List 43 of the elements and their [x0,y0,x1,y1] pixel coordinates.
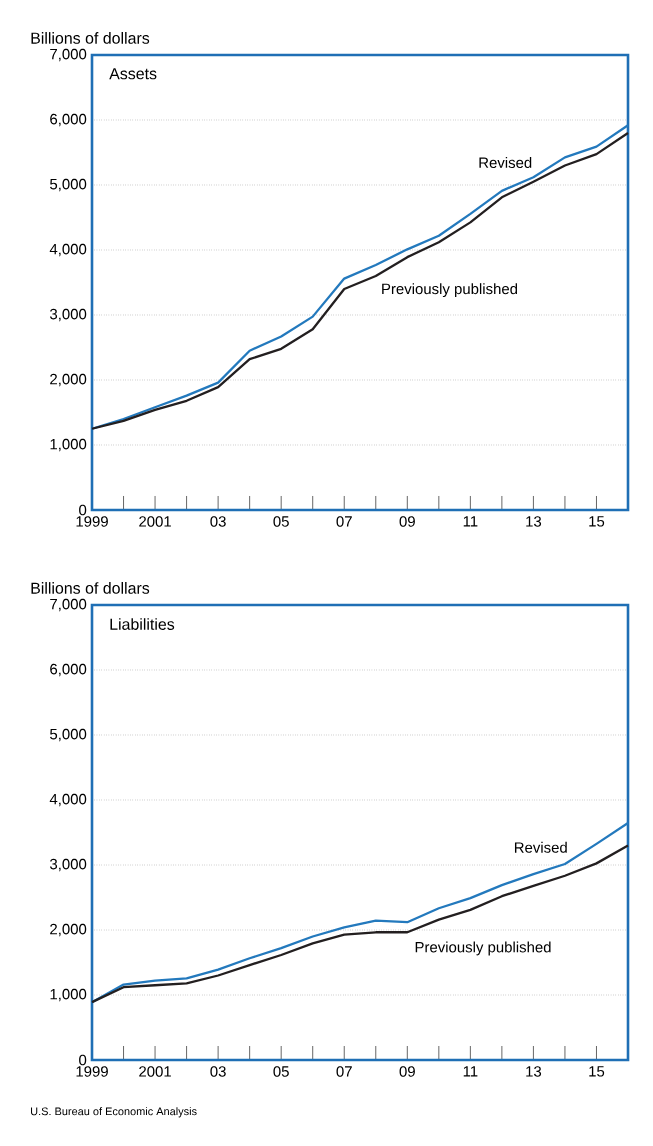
x-tick-label: 11 [463,1066,478,1077]
x-tick-label: 2001 [139,516,171,527]
series-label: Previously published [415,941,551,956]
y-tick-label: 2,000 [50,373,87,387]
series-label: Previously published [382,283,518,298]
y-tick-label: 2,000 [50,923,87,937]
x-tick-label: 13 [526,516,542,527]
y-tick-label: 7,000 [50,48,87,62]
x-tick-label: 1999 [76,516,108,527]
y-tick-label: 1,000 [50,438,87,452]
x-tick-label: 09 [399,1066,415,1077]
x-tick-label: 2001 [139,1066,171,1077]
y-tick-label: 7,000 [50,598,87,612]
y-tick-label: 6,000 [50,113,87,127]
text: U.S. Bureau of Economic Analysis [31,1107,197,1118]
x-tick-label: 15 [589,1066,605,1077]
y-tick-label: 3,000 [49,308,87,322]
y-axis-title: Billions of dollars [31,582,150,594]
text: Assets [109,68,157,80]
x-tick-label: 05 [273,516,289,527]
y-tick-label: 6,000 [50,663,87,677]
x-tick-label: 13 [526,1066,542,1077]
y-tick-label: 5,000 [50,728,87,742]
x-tick-label: 15 [589,516,605,527]
x-tick-label: 09 [399,516,415,527]
y-tick-label: 4,000 [49,243,87,257]
x-tick-label: 1999 [76,1066,108,1077]
y-tick-label: 4,000 [49,793,87,807]
y-tick-label: 0 [79,504,87,516]
x-tick-label: 03 [210,516,226,527]
y-tick-label: 3,000 [49,858,87,872]
text: Liabilities [110,618,175,630]
x-tick-label: 05 [273,1066,289,1077]
y-tick-label: 1,000 [50,988,87,1002]
series-label: Revised [514,841,567,853]
y-tick-label: 5,000 [50,178,87,192]
series-label: Revised [479,157,532,168]
x-tick-label: 03 [210,1066,226,1077]
x-tick-label: 11 [463,516,478,527]
y-tick-label: 0 [79,1054,87,1066]
y-axis-title: Billions of dollars [31,32,150,44]
x-tick-label: 07 [336,516,352,527]
x-tick-label: 07 [336,1066,352,1077]
